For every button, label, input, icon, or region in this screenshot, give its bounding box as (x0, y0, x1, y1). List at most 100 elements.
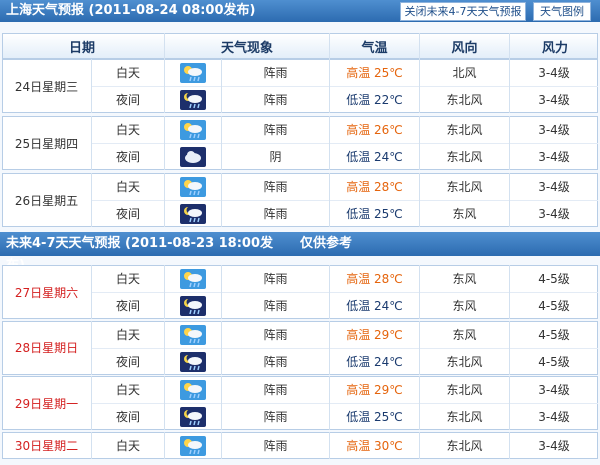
temperature: 低温 24℃ (330, 347, 420, 375)
weather-desc: 阵雨 (222, 320, 330, 348)
weather-desc: 阵雨 (222, 403, 330, 430)
weather-desc: 阵雨 (222, 347, 330, 375)
wind-direction: 东北风 (420, 376, 510, 403)
row-separator (92, 403, 598, 404)
column-header: 日期 (0, 33, 165, 59)
period: 白天 (92, 173, 165, 200)
wind-force: 3-4级 (538, 93, 570, 107)
icon-cell (165, 320, 222, 348)
icon-cell (165, 86, 222, 113)
weather-icon (180, 351, 206, 372)
weather-desc: 阵雨 (222, 173, 330, 200)
wind-direction: 东北风 (420, 173, 510, 200)
period: 白天 (92, 431, 165, 459)
temperature: 低温 22℃ (330, 86, 420, 113)
temperature: 高温 30℃ (330, 431, 420, 459)
wind-force: 4-5级 (538, 272, 570, 286)
weather-icon (180, 120, 206, 140)
wind-direction: 东风 (420, 200, 510, 227)
weather-icon (180, 90, 206, 110)
icon-cell (165, 347, 222, 375)
temperature: 高温 26℃ (330, 116, 420, 143)
period: 白天 (92, 116, 165, 143)
temperature: 低温 24℃ (330, 143, 420, 170)
temperature: 低温 24℃ (330, 292, 420, 319)
wind-force: 3-4级 (538, 207, 570, 221)
day-date: 28日星期日 (2, 320, 92, 375)
period: 白天 (92, 376, 165, 403)
day-group (2, 431, 598, 459)
wind-direction: 东风 (420, 292, 510, 319)
period: 夜间 (92, 143, 165, 170)
column-header: 风向 (420, 33, 510, 59)
day-date: 25日星期四 (2, 116, 92, 170)
temperature: 高温 28℃ (330, 265, 420, 292)
wind-direction: 东北风 (420, 431, 510, 459)
temperature: 高温 29℃ (330, 320, 420, 348)
section-title: 未来4-7天天气预报 (2011-08-23 18:00发布) (6, 236, 274, 273)
wind-force: 4-5级 (538, 327, 570, 342)
wind-direction: 东北风 (420, 116, 510, 143)
wind-direction: 东北风 (420, 86, 510, 113)
row-separator (92, 292, 598, 293)
wind-force: 4-5级 (538, 299, 570, 313)
weather-icon (180, 324, 206, 345)
wind-direction: 东北风 (420, 143, 510, 170)
weather-icon (180, 435, 206, 456)
weather-desc: 阴 (222, 143, 330, 170)
weather-icon (180, 296, 206, 316)
weather-icon (180, 177, 206, 197)
weather-desc: 阵雨 (222, 200, 330, 227)
weather-icon (180, 147, 206, 167)
icon-cell (165, 143, 222, 170)
icon-cell (165, 265, 222, 292)
day-date: 27日星期六 (2, 265, 92, 319)
wind-force: 3-4级 (538, 410, 570, 424)
icon-cell (165, 173, 222, 200)
icon-cell (165, 431, 222, 459)
weather-icon (180, 380, 206, 400)
icon-cell (165, 403, 222, 430)
weather-icon (180, 63, 206, 83)
section-note: 仅供参考 (300, 236, 353, 251)
period: 白天 (92, 320, 165, 348)
weather-desc: 阵雨 (222, 292, 330, 319)
weather-desc: 阵雨 (222, 59, 330, 86)
row-separator (92, 200, 598, 201)
weather-desc: 阵雨 (222, 431, 330, 459)
temperature: 低温 25℃ (330, 403, 420, 430)
temperature: 低温 25℃ (330, 200, 420, 227)
day-date: 24日星期三 (2, 59, 92, 113)
icon-cell (165, 292, 222, 319)
wind-direction: 东风 (420, 320, 510, 348)
table-header (2, 33, 598, 59)
period: 夜间 (92, 292, 165, 319)
weather-icon (180, 204, 206, 224)
wind-force: 3-4级 (538, 123, 570, 137)
icon-cell (165, 376, 222, 403)
weather-desc: 阵雨 (222, 86, 330, 113)
close-button[interactable]: 关闭未来4-7天天气预报 (400, 2, 526, 21)
wind-direction: 东风 (420, 265, 510, 292)
column-header: 风力 (541, 40, 568, 56)
row-separator (92, 86, 598, 87)
header-title: 上海天气预报 (2011-08-24 08:00发布) (0, 0, 390, 22)
temperature: 高温 28℃ (330, 173, 420, 200)
weather-desc: 阵雨 (222, 116, 330, 143)
period: 夜间 (92, 403, 165, 430)
column-header: 气温 (330, 33, 420, 59)
weather-desc: 阵雨 (222, 376, 330, 403)
icon-cell (165, 200, 222, 227)
period: 夜间 (92, 200, 165, 227)
icon-cell (165, 116, 222, 143)
weather-icon (180, 407, 206, 427)
temperature: 高温 29℃ (330, 376, 420, 403)
legend-button[interactable]: 天气图例 (533, 2, 591, 21)
wind-force: 3-4级 (538, 180, 570, 194)
wind-direction: 东北风 (420, 403, 510, 430)
wind-force: 3-4级 (538, 438, 570, 453)
temperature: 高温 25℃ (330, 59, 420, 86)
wind-direction: 东北风 (420, 347, 510, 375)
wind-force: 4-5级 (538, 354, 570, 369)
